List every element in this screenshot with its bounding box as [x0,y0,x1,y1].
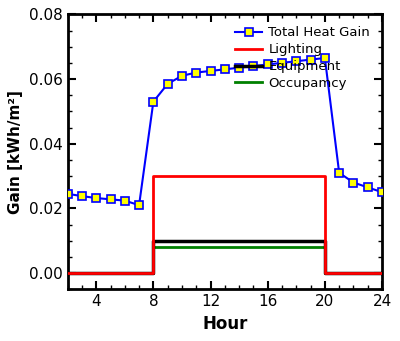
Total Heat Gain [380,190,384,194]
Occupamcy [380,271,384,275]
Total Heat Gain [237,66,242,70]
Total Heat Gain [80,194,84,198]
Legend: Total Heat Gain, Lighting, Equipment, Occupamcy: Total Heat Gain, Lighting, Equipment, Oc… [230,21,376,95]
Equipment [65,271,70,275]
Total Heat Gain [265,62,270,66]
Total Heat Gain [94,196,99,200]
Total Heat Gain [251,64,256,68]
Lighting [380,271,384,275]
Occupamcy [322,245,327,249]
Line: Total Heat Gain: Total Heat Gain [64,54,386,209]
Total Heat Gain [194,71,199,75]
Equipment [322,239,327,243]
Total Heat Gain [65,192,70,196]
Total Heat Gain [122,198,127,203]
Lighting [65,271,70,275]
Occupamcy [151,245,156,249]
X-axis label: Hour: Hour [202,315,248,333]
Total Heat Gain [165,82,170,86]
Total Heat Gain [222,67,227,71]
Line: Lighting: Lighting [68,176,382,273]
Lighting [322,174,327,178]
Total Heat Gain [322,56,327,60]
Total Heat Gain [208,69,213,73]
Total Heat Gain [294,59,299,63]
Total Heat Gain [108,197,113,202]
Lighting [151,271,156,275]
Equipment [151,271,156,275]
Lighting [322,271,327,275]
Total Heat Gain [308,58,313,62]
Equipment [380,271,384,275]
Total Heat Gain [137,203,142,207]
Y-axis label: Gain [kWh/m²]: Gain [kWh/m²] [8,90,23,214]
Total Heat Gain [151,100,156,104]
Total Heat Gain [365,185,370,189]
Total Heat Gain [180,74,184,78]
Occupamcy [65,271,70,275]
Equipment [151,239,156,243]
Occupamcy [322,271,327,275]
Total Heat Gain [280,61,284,65]
Equipment [322,271,327,275]
Line: Equipment: Equipment [68,241,382,273]
Line: Occupamcy: Occupamcy [68,247,382,273]
Occupamcy [151,271,156,275]
Lighting [151,174,156,178]
Total Heat Gain [351,180,356,184]
Total Heat Gain [337,171,342,175]
